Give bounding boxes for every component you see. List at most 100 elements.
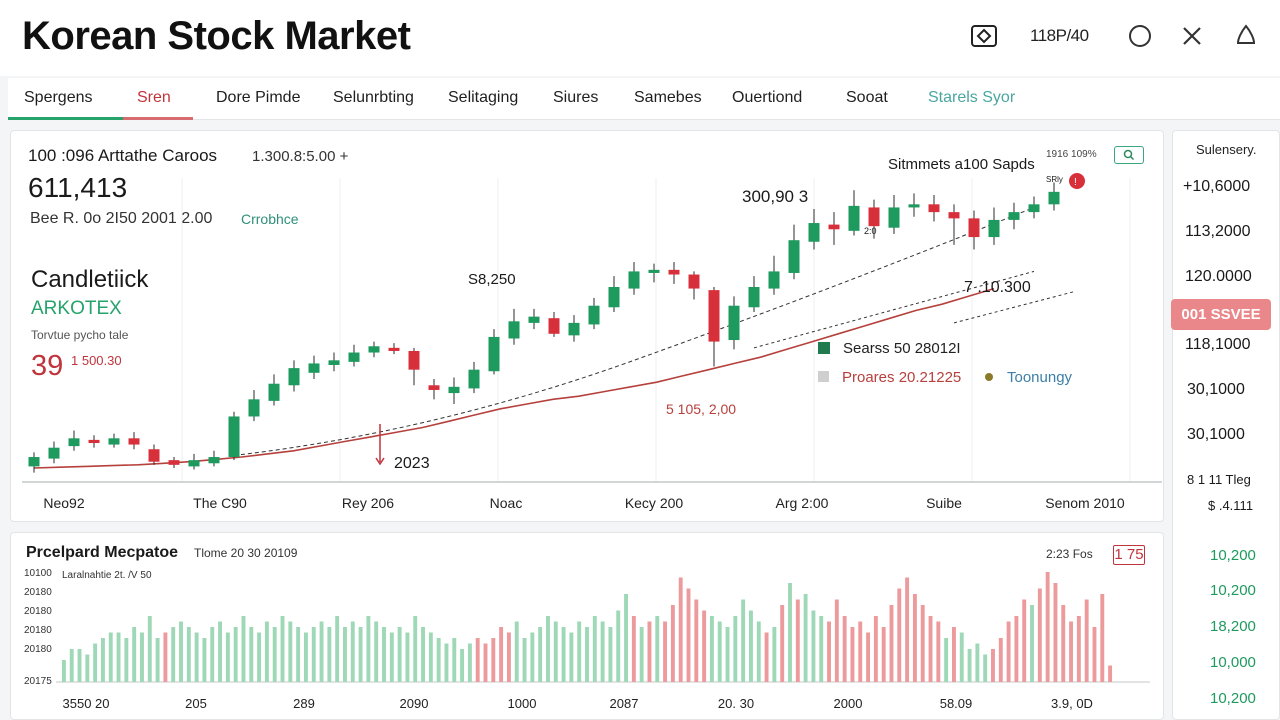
tab-spergens[interactable]: Spergens — [8, 78, 123, 120]
volume-bar — [61, 660, 66, 682]
volume-bar — [678, 577, 683, 682]
volume-bar — [436, 638, 441, 682]
volume-bar — [124, 638, 129, 682]
volume-bar — [93, 643, 98, 682]
volume-bar — [179, 621, 183, 682]
candle-up — [508, 321, 520, 339]
volume-bar — [303, 632, 308, 682]
tab-ouertiond[interactable]: Ouertiond — [732, 89, 803, 106]
volume-bar — [944, 638, 949, 682]
candle-up — [988, 219, 1000, 238]
volume-chart[interactable]: 10100 20180 20180 20180 20180 20175 3550 20 205… — [10, 532, 1164, 720]
circle-icon[interactable] — [1124, 20, 1156, 52]
volume-x-label: 2090 — [400, 696, 429, 711]
candle-down — [128, 438, 140, 445]
volume-bar — [530, 632, 535, 682]
volume-bar — [296, 627, 301, 682]
zoom-button[interactable] — [1114, 146, 1144, 164]
badge-small: SRly — [1046, 175, 1063, 184]
volume-bar — [639, 627, 644, 682]
app-title: Korean Stock Market — [22, 14, 411, 58]
candle-up — [368, 346, 380, 353]
price-axis-6: 8 1 11 Tleg — [1187, 472, 1251, 487]
candle-up — [488, 336, 500, 372]
volume-bar — [959, 632, 964, 682]
volume-bar — [506, 632, 511, 682]
sub-link[interactable]: Crrobhce — [241, 211, 299, 227]
candle-up — [208, 457, 220, 464]
price-axis-1: 113,2000 — [1185, 223, 1251, 240]
volume-bar — [577, 621, 582, 682]
volume-bar — [788, 583, 792, 682]
close-icon[interactable] — [1176, 20, 1208, 52]
volume-bar — [1069, 621, 1074, 682]
tab-siures[interactable]: Siures — [553, 89, 599, 106]
candle-up — [28, 457, 40, 467]
candle-down — [968, 218, 980, 238]
volume-bar — [1030, 605, 1034, 682]
bell-icon[interactable] — [1230, 20, 1262, 52]
volume-title: Prcelpard Mecpatoe — [26, 544, 179, 561]
diamond-frame-icon[interactable] — [968, 20, 1000, 52]
volume-bar — [1076, 616, 1081, 682]
volume-bar — [202, 638, 207, 682]
candle-down — [828, 224, 840, 230]
volume-bar — [991, 649, 995, 682]
x-tick-label: Neo92 — [43, 495, 84, 511]
big-value: 611,413 — [28, 172, 128, 203]
volume-bar — [319, 621, 324, 682]
tab-sooat[interactable]: Sooat — [846, 89, 888, 106]
volume-bar — [967, 649, 972, 682]
x-tick-label: Senom 2010 — [1045, 495, 1125, 511]
volume-bar — [499, 627, 504, 682]
volume-bar — [538, 627, 543, 682]
candle-up — [308, 363, 320, 373]
volume-bar — [842, 616, 847, 682]
chart-annotation-1: 2023 — [394, 455, 430, 472]
tab-samebes[interactable]: Samebes — [634, 89, 702, 106]
volume-bar — [218, 621, 223, 682]
volume-x-label: 3550 20 — [63, 696, 110, 711]
volume-bar — [288, 621, 293, 682]
side-value-3: 10,000 — [1210, 654, 1256, 671]
candle-up — [588, 305, 600, 325]
volume-x-label: 205 — [185, 696, 207, 711]
volume-y-label: 20175 — [24, 676, 52, 687]
volume-bar — [171, 627, 176, 682]
volume-bar — [210, 627, 215, 682]
legend-label-2: Proares 20.21225 — [842, 369, 962, 386]
chart-annotation-2: 5 105, 2,00 — [666, 401, 736, 417]
alert-dot-icon — [1069, 173, 1085, 189]
tab-selitaging[interactable]: Selitaging — [448, 89, 519, 106]
volume-bar — [764, 632, 769, 682]
volume-bar — [1061, 605, 1066, 682]
volume-bar — [928, 616, 933, 682]
trend-line-upper — [233, 206, 1035, 456]
candle-up — [228, 416, 240, 458]
tab-sren[interactable]: Sren — [123, 78, 193, 120]
price-axis-7: $ .4.111 — [1208, 498, 1254, 513]
volume-bar — [132, 627, 137, 682]
candle-up — [808, 223, 820, 242]
tab-starels-syor[interactable]: Starels Syor — [928, 89, 1016, 106]
chart-note: Torvtue pycho tale — [31, 328, 129, 342]
candle-down — [548, 318, 560, 334]
candlestick-chart[interactable]: S8,250 2023 5 105, 2,00 300,90 3 7 .10.300 2:… — [10, 130, 1164, 522]
volume-bar — [163, 632, 168, 682]
tab-dore-pimde[interactable]: Dore Pimde — [216, 89, 301, 106]
volume-x-label: 289 — [293, 696, 315, 711]
header-line: 100 :096 Arttathe Caroos — [28, 146, 218, 165]
volume-bar — [561, 627, 566, 682]
volume-bar — [514, 621, 519, 682]
volume-y-label: 20180 — [24, 587, 52, 598]
tab-selunrbting[interactable]: Selunrbting — [333, 89, 414, 106]
trend-line-lower — [953, 291, 1075, 324]
volume-bar — [819, 616, 824, 682]
volume-bar — [77, 649, 82, 682]
volume-bar — [374, 621, 379, 682]
volume-inner-label: Laralnahtie 2t. /V 50 — [62, 570, 152, 581]
volume-bar — [709, 616, 714, 682]
volume-bar — [1053, 583, 1058, 682]
volume-bar — [600, 621, 605, 682]
chart-ticker: ARKOTEX — [31, 298, 122, 319]
